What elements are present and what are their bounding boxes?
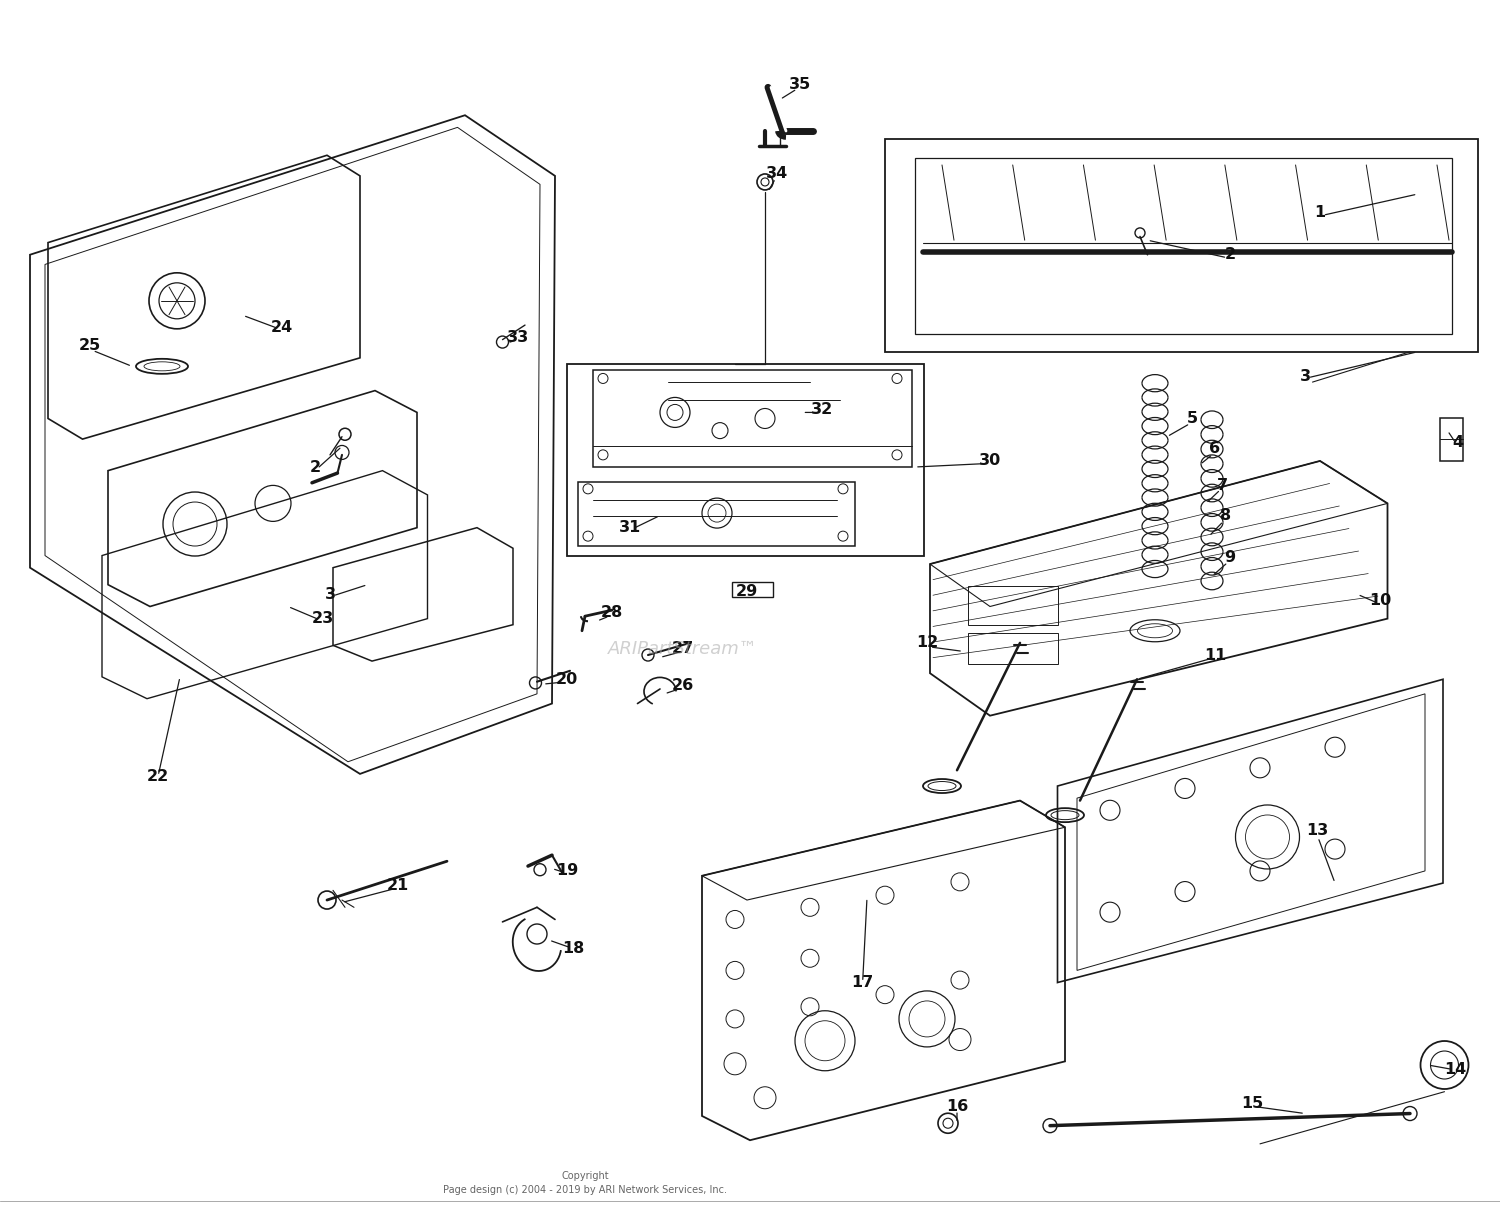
Bar bbox=[968, 633, 1058, 664]
Text: 29: 29 bbox=[736, 585, 758, 599]
Text: 10: 10 bbox=[1370, 593, 1390, 608]
Text: 8: 8 bbox=[1220, 508, 1232, 523]
Text: 2: 2 bbox=[1224, 247, 1236, 262]
Text: 30: 30 bbox=[980, 454, 1000, 468]
Text: 27: 27 bbox=[672, 642, 693, 656]
Text: 28: 28 bbox=[602, 605, 622, 620]
Text: 22: 22 bbox=[147, 769, 168, 784]
Text: 31: 31 bbox=[620, 520, 640, 535]
Text: 16: 16 bbox=[946, 1099, 968, 1114]
Text: 32: 32 bbox=[812, 403, 832, 417]
Text: 24: 24 bbox=[272, 320, 292, 335]
Text: ARIPartStream™: ARIPartStream™ bbox=[608, 640, 758, 657]
Text: 35: 35 bbox=[789, 78, 810, 92]
Text: 5: 5 bbox=[1186, 411, 1198, 426]
Text: 2: 2 bbox=[309, 460, 321, 474]
Text: 1: 1 bbox=[1314, 205, 1326, 220]
Text: 34: 34 bbox=[766, 166, 788, 181]
Text: 19: 19 bbox=[556, 864, 578, 878]
Text: 33: 33 bbox=[507, 330, 528, 344]
Text: 17: 17 bbox=[852, 975, 873, 990]
Bar bbox=[968, 586, 1058, 625]
Text: 6: 6 bbox=[1209, 442, 1221, 456]
Text: 3: 3 bbox=[324, 587, 336, 602]
Text: 26: 26 bbox=[672, 678, 693, 693]
Text: 11: 11 bbox=[1204, 648, 1225, 662]
Text: 4: 4 bbox=[1452, 435, 1464, 450]
Text: 7: 7 bbox=[1216, 478, 1228, 492]
Text: 3: 3 bbox=[1299, 369, 1311, 383]
Text: 13: 13 bbox=[1306, 824, 1328, 838]
Text: 18: 18 bbox=[562, 941, 584, 956]
Text: 21: 21 bbox=[387, 878, 408, 893]
Text: 23: 23 bbox=[312, 611, 333, 626]
Text: 20: 20 bbox=[556, 672, 578, 687]
Text: 15: 15 bbox=[1242, 1097, 1263, 1111]
Text: 14: 14 bbox=[1444, 1063, 1466, 1077]
Text: Copyright
Page design (c) 2004 - 2019 by ARI Network Services, Inc.: Copyright Page design (c) 2004 - 2019 by… bbox=[442, 1171, 728, 1195]
Text: 25: 25 bbox=[80, 338, 100, 353]
Text: 12: 12 bbox=[916, 636, 938, 650]
Bar bbox=[567, 364, 924, 556]
Text: 9: 9 bbox=[1224, 551, 1236, 565]
